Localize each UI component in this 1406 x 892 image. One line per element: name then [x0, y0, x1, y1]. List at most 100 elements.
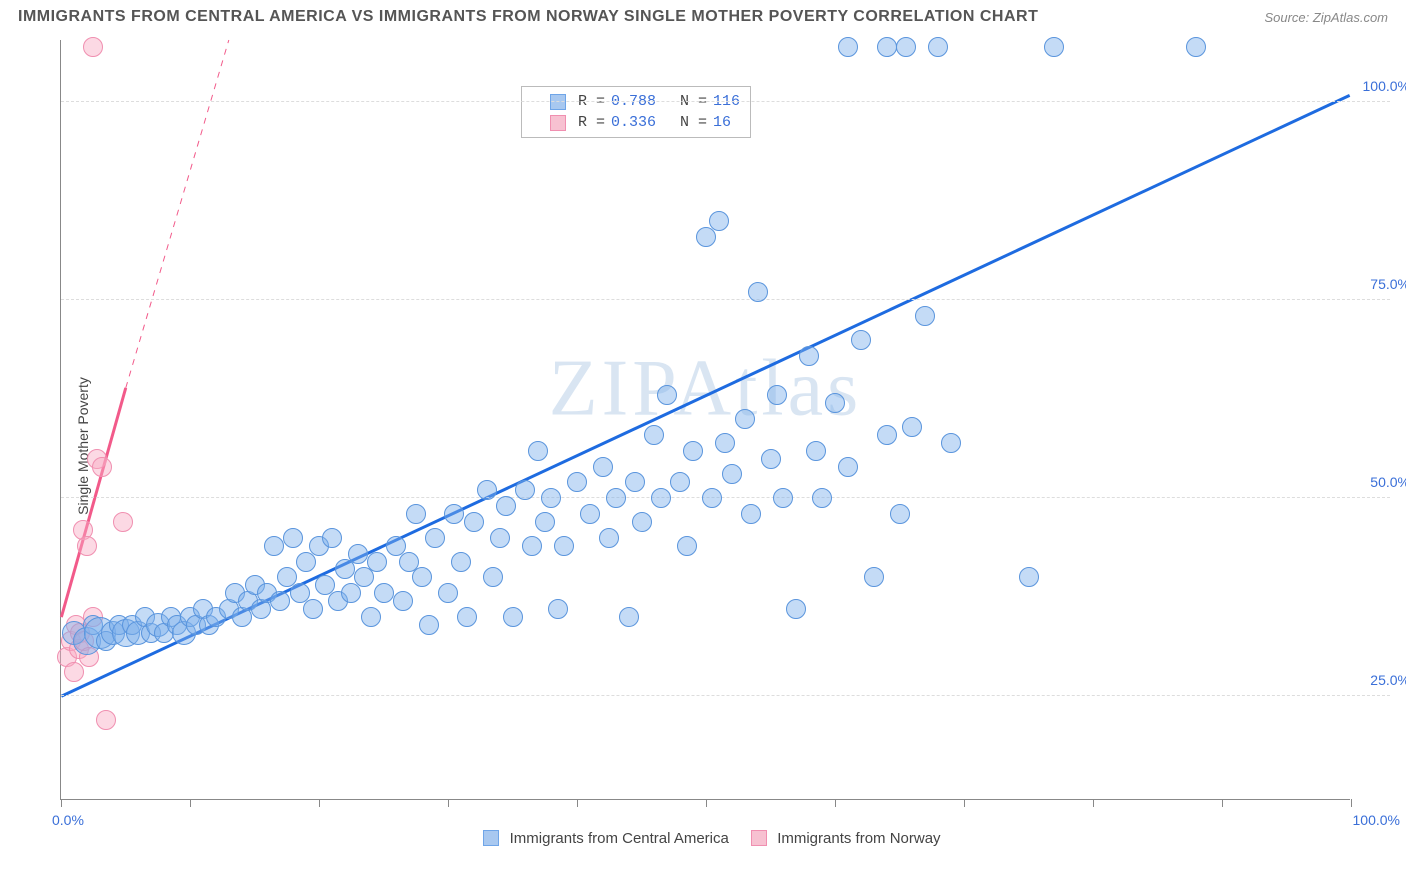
pink-point — [92, 457, 112, 477]
blue-point — [915, 306, 935, 326]
blue-point — [270, 591, 290, 611]
blue-point — [644, 425, 664, 445]
blue-point — [709, 211, 729, 231]
pink-point — [64, 662, 84, 682]
blue-point — [464, 512, 484, 532]
blue-point — [548, 599, 568, 619]
legend-label: Immigrants from Norway — [777, 830, 940, 847]
n-value: 16 — [713, 114, 731, 131]
blue-point — [599, 528, 619, 548]
blue-point — [896, 37, 916, 57]
r-label: R = — [578, 114, 605, 131]
blue-point — [554, 536, 574, 556]
blue-point — [490, 528, 510, 548]
blue-point — [715, 433, 735, 453]
blue-point — [864, 567, 884, 587]
blue-point — [799, 346, 819, 366]
blue-point — [283, 528, 303, 548]
blue-point — [412, 567, 432, 587]
blue-point — [444, 504, 464, 524]
blue-point — [838, 37, 858, 57]
blue-point — [696, 227, 716, 247]
correlation-legend: R = 0.788 N = 116 R = 0.336 N = 16 — [521, 86, 751, 138]
x-tick — [835, 799, 836, 807]
blue-point — [767, 385, 787, 405]
x-tick — [448, 799, 449, 807]
blue-point — [651, 488, 671, 508]
blue-point — [761, 449, 781, 469]
x-tick — [1093, 799, 1094, 807]
blue-point — [567, 472, 587, 492]
series-legend: Immigrants from Central America Immigran… — [0, 830, 1406, 847]
blue-point — [1019, 567, 1039, 587]
blue-point — [851, 330, 871, 350]
blue-point — [722, 464, 742, 484]
blue-point — [419, 615, 439, 635]
x-tick — [61, 799, 62, 807]
blue-point — [735, 409, 755, 429]
blue-point — [322, 528, 342, 548]
blue-point — [593, 457, 613, 477]
blue-point — [619, 607, 639, 627]
plot-area: ZIPAtlas R = 0.788 N = 116 R = 0.336 N =… — [60, 40, 1350, 800]
blue-point — [406, 504, 426, 524]
blue-point — [541, 488, 561, 508]
y-tick-label: 25.0% — [1370, 672, 1406, 688]
pink-point — [77, 536, 97, 556]
blue-point — [522, 536, 542, 556]
blue-point — [535, 512, 555, 532]
blue-point — [683, 441, 703, 461]
x-tick — [1351, 799, 1352, 807]
blue-point — [1186, 37, 1206, 57]
y-tick-label: 50.0% — [1370, 474, 1406, 490]
blue-point — [877, 425, 897, 445]
blue-point — [748, 282, 768, 302]
blue-point — [477, 480, 497, 500]
blue-point — [457, 607, 477, 627]
r-value: 0.336 — [611, 114, 656, 131]
swatch-icon — [550, 115, 566, 131]
blue-point — [670, 472, 690, 492]
blue-point — [361, 607, 381, 627]
blue-point — [812, 488, 832, 508]
blue-point — [515, 480, 535, 500]
blue-point — [890, 504, 910, 524]
blue-point — [393, 591, 413, 611]
x-tick — [577, 799, 578, 807]
blue-point — [367, 552, 387, 572]
blue-point — [825, 393, 845, 413]
blue-point — [451, 552, 471, 572]
blue-point — [902, 417, 922, 437]
x-min-label: 0.0% — [52, 812, 84, 828]
x-max-label: 100.0% — [1353, 812, 1400, 828]
gridline — [61, 101, 1390, 102]
blue-point — [348, 544, 368, 564]
chart-title: IMMIGRANTS FROM CENTRAL AMERICA VS IMMIG… — [18, 8, 1038, 26]
blue-point — [928, 37, 948, 57]
blue-point — [741, 504, 761, 524]
blue-point — [1044, 37, 1064, 57]
blue-point — [503, 607, 523, 627]
blue-point — [438, 583, 458, 603]
blue-point — [877, 37, 897, 57]
x-tick — [964, 799, 965, 807]
gridline — [61, 299, 1390, 300]
n-label: N = — [680, 114, 707, 131]
blue-point — [354, 567, 374, 587]
pink-point — [96, 710, 116, 730]
blue-point — [838, 457, 858, 477]
blue-point — [528, 441, 548, 461]
x-tick — [706, 799, 707, 807]
x-tick — [319, 799, 320, 807]
blue-point — [702, 488, 722, 508]
legend-row-pink: R = 0.336 N = 16 — [532, 112, 740, 133]
blue-point — [632, 512, 652, 532]
blue-point — [806, 441, 826, 461]
blue-point — [677, 536, 697, 556]
blue-point — [941, 433, 961, 453]
blue-point — [425, 528, 445, 548]
gridline — [61, 497, 1390, 498]
blue-point — [303, 599, 323, 619]
blue-point — [657, 385, 677, 405]
pink-point — [113, 512, 133, 532]
